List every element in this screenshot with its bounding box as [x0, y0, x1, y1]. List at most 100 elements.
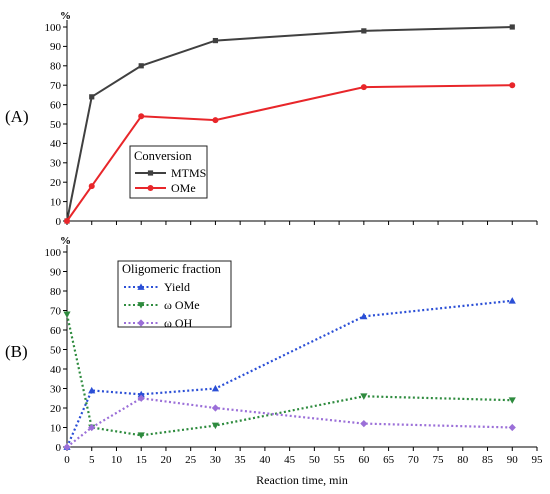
- legend: Oligomeric fraction Yield ω OMe ω OH: [117, 260, 232, 330]
- x-tick-label: 50: [309, 454, 321, 466]
- series-line: [66, 26, 513, 222]
- data-point: [508, 297, 516, 304]
- data-point: [361, 28, 367, 34]
- series--oh: [63, 394, 516, 451]
- y-tick-label: 80: [50, 286, 62, 298]
- x-tick-label: 85: [482, 454, 494, 466]
- legend-label: Yield: [164, 280, 190, 294]
- series-ome: [64, 82, 516, 224]
- legend-marker: [137, 319, 145, 327]
- legend-label: MTMS: [171, 166, 206, 180]
- data-point: [360, 420, 368, 428]
- y-tick-label: 30: [50, 158, 62, 170]
- y-tick-label: 70: [50, 305, 62, 317]
- data-point: [137, 390, 145, 398]
- legend-label: ω OMe: [164, 298, 200, 312]
- x-tick-label: 30: [210, 454, 222, 466]
- y-tick-label: 0: [56, 442, 62, 454]
- y-unit-label: %: [60, 235, 71, 247]
- x-tick-label: 90: [507, 454, 519, 466]
- y-tick-label: 70: [50, 80, 62, 92]
- data-point: [211, 404, 220, 412]
- x-tick-label: 5: [89, 454, 95, 466]
- series-line: [65, 314, 513, 437]
- y-tick-label: 50: [50, 119, 62, 131]
- x-tick-label: 15: [136, 454, 148, 466]
- panel-label: (A): [5, 107, 29, 126]
- legend-title: Oligomeric fraction: [122, 262, 222, 276]
- series--ome: [63, 311, 516, 439]
- legend-marker: [137, 302, 145, 309]
- y-tick-label: 100: [45, 247, 62, 259]
- data-point: [211, 422, 220, 430]
- y-tick-label: 20: [50, 403, 62, 415]
- x-tick-label: 70: [408, 454, 420, 466]
- y-tick-label: 40: [50, 364, 62, 376]
- y-tick-label: 100: [45, 22, 62, 34]
- panel-label: (B): [5, 342, 28, 361]
- legend-box: [117, 260, 232, 328]
- y-tick-label: 60: [50, 325, 62, 337]
- data-point: [63, 443, 71, 451]
- data-point: [137, 394, 145, 402]
- data-point: [138, 63, 144, 69]
- data-point: [360, 84, 367, 91]
- x-tick-label: 25: [185, 454, 197, 466]
- data-point: [88, 423, 96, 432]
- x-tick-label: 0: [64, 454, 70, 466]
- y-tick-label: 10: [50, 196, 62, 208]
- data-point: [360, 312, 368, 320]
- data-point: [88, 386, 96, 394]
- x-tick-label: 65: [383, 454, 395, 466]
- y-tick-label: 20: [50, 177, 62, 189]
- data-point: [212, 37, 219, 44]
- y-tick-label: 40: [50, 138, 62, 150]
- y-tick-label: 0: [56, 216, 62, 228]
- y-tick-label: 90: [50, 41, 62, 53]
- y-tick-label: 80: [50, 61, 62, 73]
- series-line: [65, 299, 513, 448]
- legend-title: Conversion: [134, 149, 192, 163]
- data-point: [63, 311, 71, 318]
- data-point: [88, 183, 95, 190]
- data-point: [89, 94, 95, 100]
- y-tick-label: 10: [50, 422, 62, 434]
- data-point: [137, 432, 145, 439]
- y-tick-label: 50: [50, 344, 62, 356]
- panel-b-chart: 0 10 20 30 40 50 60 70 80 90 100% 0 5 10 15 20 25 30 35 40 4…: [5, 235, 543, 466]
- legend-marker: [147, 185, 154, 191]
- legend-marker: [137, 283, 145, 290]
- data-point: [211, 384, 220, 392]
- x-tick-label: 10: [111, 454, 123, 466]
- x-tick-label: 45: [284, 454, 296, 466]
- data-point: [212, 117, 219, 124]
- x-tick-label: 80: [457, 454, 469, 466]
- data-point: [64, 218, 70, 224]
- series-line: [66, 84, 513, 222]
- legend-label: OMe: [171, 181, 196, 195]
- x-tick-label: 40: [259, 454, 271, 466]
- x-tick-label: 20: [160, 454, 172, 466]
- y-unit-label: %: [60, 10, 71, 22]
- data-point: [360, 393, 368, 400]
- series-line: [66, 397, 513, 448]
- data-point: [508, 397, 516, 404]
- legend-marker: [147, 170, 154, 176]
- data-point: [508, 423, 516, 432]
- x-tick-label: 75: [433, 454, 445, 466]
- x-tick-label: 35: [235, 454, 247, 466]
- legend-label: ω OH: [164, 316, 193, 330]
- y-tick-label: 30: [50, 383, 62, 395]
- data-point: [509, 82, 516, 89]
- y-tick-label: 90: [50, 266, 62, 278]
- y-tick-label: 60: [50, 99, 62, 111]
- data-point: [138, 113, 145, 120]
- data-point: [509, 24, 515, 30]
- panel-a-chart: 0 10 20 30 40 50 60 70 80 90 100% (A) Conversion MTMS…: [5, 10, 538, 228]
- x-tick-label: 55: [334, 454, 346, 466]
- x-tick-label: 95: [532, 454, 544, 466]
- x-tick-label: 60: [358, 454, 370, 466]
- x-axis-title: Reaction time, min: [256, 473, 348, 487]
